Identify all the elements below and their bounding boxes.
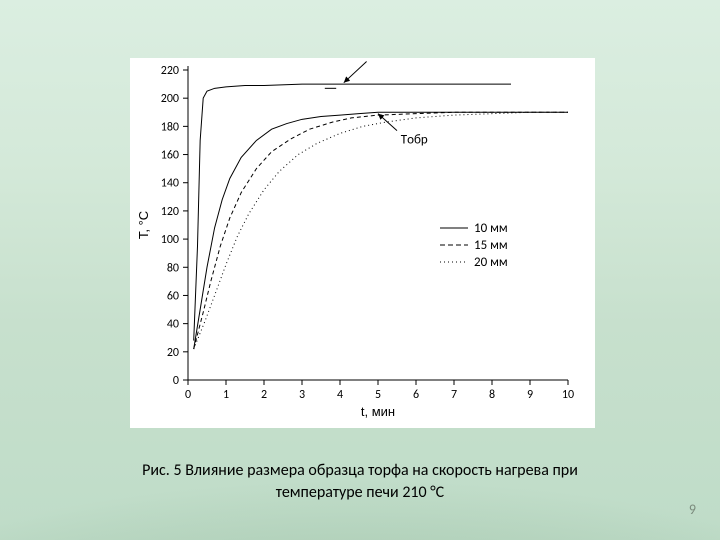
- figure-caption: Рис. 5 Влияние размера образца торфа на …: [0, 460, 720, 503]
- annotation-arrow: [378, 114, 397, 131]
- x-tick-label: 7: [451, 388, 457, 402]
- chart-container: 0123456789100204060801001201401601802002…: [130, 58, 595, 428]
- series-Tobr-10: [194, 112, 568, 349]
- x-tick-label: 2: [261, 388, 267, 402]
- x-tick-label: 4: [337, 388, 343, 402]
- annotation-arrow: [344, 62, 367, 83]
- x-tick-label: 10: [562, 388, 574, 402]
- caption-line-2: температуре печи 210 °С: [276, 483, 444, 502]
- x-tick-label: 3: [299, 388, 305, 402]
- x-tick-label: 0: [185, 388, 191, 402]
- y-tick-label: 120: [161, 205, 179, 219]
- x-tick-label: 1: [223, 388, 229, 402]
- y-tick-label: 0: [173, 374, 179, 388]
- y-tick-label: 140: [161, 177, 179, 191]
- page-number: 9: [689, 501, 696, 518]
- y-tick-label: 80: [167, 261, 179, 275]
- caption-line-1: Рис. 5 Влияние размера образца торфа на …: [142, 461, 578, 480]
- x-axis-label: t, мин: [361, 404, 395, 419]
- series-Tpechi-10: [194, 84, 511, 340]
- y-tick-label: 40: [167, 318, 179, 332]
- y-tick-label: 200: [161, 92, 179, 106]
- line-chart: 0123456789100204060801001201401601802002…: [130, 58, 595, 428]
- x-tick-label: 5: [375, 388, 381, 402]
- y-axis-label: T, °C: [136, 211, 151, 239]
- x-tick-label: 9: [527, 388, 533, 402]
- annotation-label: Tобр: [401, 132, 428, 147]
- y-tick-label: 20: [167, 346, 179, 360]
- y-tick-label: 220: [161, 64, 179, 78]
- legend-label: 10 мм: [474, 221, 508, 236]
- legend-label: 15 мм: [474, 238, 508, 253]
- x-tick-label: 8: [489, 388, 495, 402]
- y-tick-label: 100: [161, 233, 179, 247]
- y-tick-label: 60: [167, 289, 179, 303]
- legend-label: 20 мм: [474, 255, 508, 270]
- x-tick-label: 6: [413, 388, 419, 402]
- y-tick-label: 160: [161, 149, 179, 163]
- y-tick-label: 180: [161, 120, 179, 134]
